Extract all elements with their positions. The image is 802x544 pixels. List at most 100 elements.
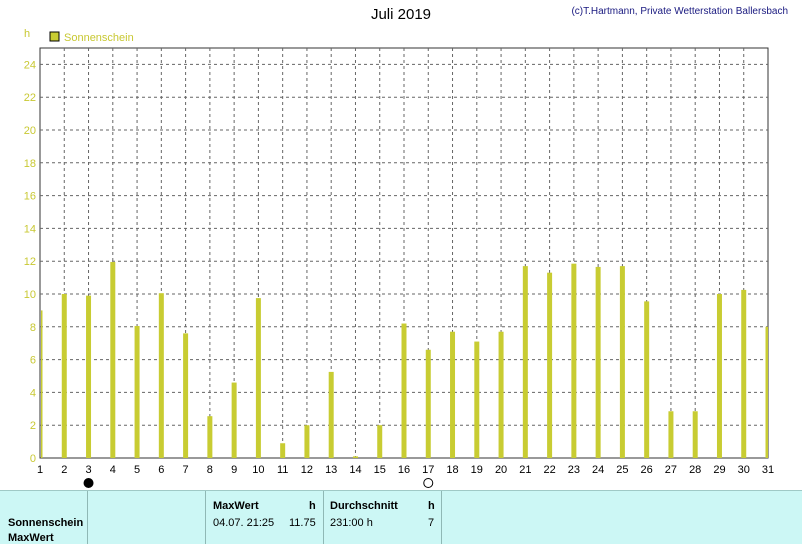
x-tick-label: 5 [134, 464, 140, 476]
y-tick-label: 22 [24, 92, 36, 104]
y-tick-label: 10 [24, 289, 36, 301]
bar-day-16 [401, 323, 407, 458]
bar-day-28 [692, 411, 698, 458]
x-tick-label: 4 [110, 464, 116, 476]
x-tick-label: 17 [422, 464, 434, 476]
x-tick-label: 13 [325, 464, 337, 476]
x-tick-label: 26 [641, 464, 653, 476]
avg-sum: 231:00 h [330, 517, 373, 529]
x-tick-label: 10 [252, 464, 264, 476]
bar-day-4 [110, 262, 116, 458]
bar-day-5 [134, 325, 140, 458]
x-tick-label: 31 [762, 464, 774, 476]
x-tick-label: 14 [349, 464, 361, 476]
y-tick-label: 16 [24, 191, 36, 203]
x-tick-label: 18 [446, 464, 458, 476]
chart-title: Juli 2019 [370, 6, 432, 23]
summary-max-cell: MaxWert h 04.07. 21:25 11.75 [206, 491, 324, 544]
legend-swatch [49, 31, 60, 42]
new-moon-icon [83, 478, 94, 488]
x-tick-label: 27 [665, 464, 677, 476]
bar-day-15 [377, 425, 383, 458]
x-tick-label: 20 [495, 464, 507, 476]
y-tick-label: 20 [24, 125, 36, 137]
y-tick-label: 6 [30, 355, 36, 367]
avg-value: 7 [428, 517, 435, 529]
y-axis-unit: h [24, 28, 30, 40]
x-tick-label: 28 [689, 464, 701, 476]
bar-day-24 [595, 266, 601, 458]
bar-day-22 [547, 272, 553, 458]
bar-day-3 [86, 295, 92, 458]
x-tick-label: 9 [231, 464, 237, 476]
legend-label: Sonnenschein [64, 32, 134, 44]
x-tick-label: 12 [301, 464, 313, 476]
avg-header: Durchschnitt [330, 500, 398, 512]
bar-day-20 [498, 331, 504, 458]
bar-day-26 [644, 301, 650, 458]
x-tick-label: 8 [207, 464, 213, 476]
row-label-maxwert: MaxWert [8, 532, 54, 544]
x-tick-label: 23 [568, 464, 580, 476]
bar-day-27 [668, 411, 674, 458]
credit-text: (c)T.Hartmann, Private Wetterstation Bal… [571, 6, 788, 17]
bar-day-23 [571, 263, 577, 458]
x-tick-label: 25 [616, 464, 628, 476]
y-tick-label: 0 [30, 453, 36, 465]
x-tick-label: 11 [277, 464, 288, 476]
max-datetime: 04.07. 21:25 [213, 517, 275, 529]
bar-day-25 [619, 266, 625, 458]
y-tick-label: 14 [24, 223, 36, 235]
bar-day-17 [425, 349, 431, 458]
summary-spacer-cell [88, 491, 206, 544]
max-unit: h [309, 500, 316, 512]
x-tick-label: 2 [61, 464, 67, 476]
row-label-sonnenschein: Sonnenschein [8, 517, 84, 529]
x-tick-label: 3 [85, 464, 91, 476]
summary-label-cell: Sonnenschein MaxWert [0, 491, 88, 544]
bar-day-7 [183, 333, 189, 458]
max-value: 11.75 [289, 517, 316, 529]
moon-phase-markers [83, 478, 434, 488]
avg-unit: h [428, 500, 435, 512]
bar-day-18 [450, 331, 456, 458]
x-tick-label: 6 [158, 464, 164, 476]
bar-day-1 [41, 310, 43, 458]
y-tick-label: 4 [30, 387, 36, 399]
x-tick-label: 24 [592, 464, 604, 476]
bar-day-8 [207, 416, 213, 458]
chart-bars [41, 262, 768, 458]
y-tick-label: 2 [30, 420, 36, 432]
bar-day-13 [328, 371, 334, 458]
bar-day-29 [716, 294, 722, 458]
legend: Sonnenschein [49, 31, 134, 44]
summary-avg-cell: Durchschnitt h 231:00 h 7 [324, 491, 442, 544]
x-tick-label: 30 [738, 464, 750, 476]
x-tick-label: 16 [398, 464, 410, 476]
max-header: MaxWert [213, 500, 259, 512]
y-tick-label: 18 [24, 158, 36, 170]
x-tick-label: 1 [37, 464, 43, 476]
x-tick-label: 7 [183, 464, 189, 476]
y-tick-label: 24 [24, 59, 36, 71]
bar-day-31 [765, 326, 768, 458]
bar-day-11 [280, 443, 286, 458]
bar-day-10 [255, 298, 261, 458]
bar-day-2 [61, 294, 67, 458]
bar-day-19 [474, 341, 480, 458]
bar-day-9 [231, 382, 237, 458]
x-tick-label: 21 [519, 464, 531, 476]
y-tick-label: 8 [30, 322, 36, 334]
x-tick-label: 29 [713, 464, 725, 476]
bar-day-14 [352, 456, 358, 458]
y-tick-label: 12 [24, 256, 36, 268]
bar-day-30 [741, 289, 747, 458]
x-tick-label: 22 [543, 464, 555, 476]
bar-day-6 [158, 293, 164, 458]
summary-panel: Sonnenschein MaxWert MaxWert h 04.07. 21… [0, 490, 802, 544]
x-axis-ticks: 1 2 3 4 5 6 7 8 9 10 11 12 13 14 15 16 17 18 19 20 21 22 23 24 2… [37, 464, 774, 476]
bar-day-12 [304, 425, 310, 458]
x-tick-label: 15 [374, 464, 386, 476]
